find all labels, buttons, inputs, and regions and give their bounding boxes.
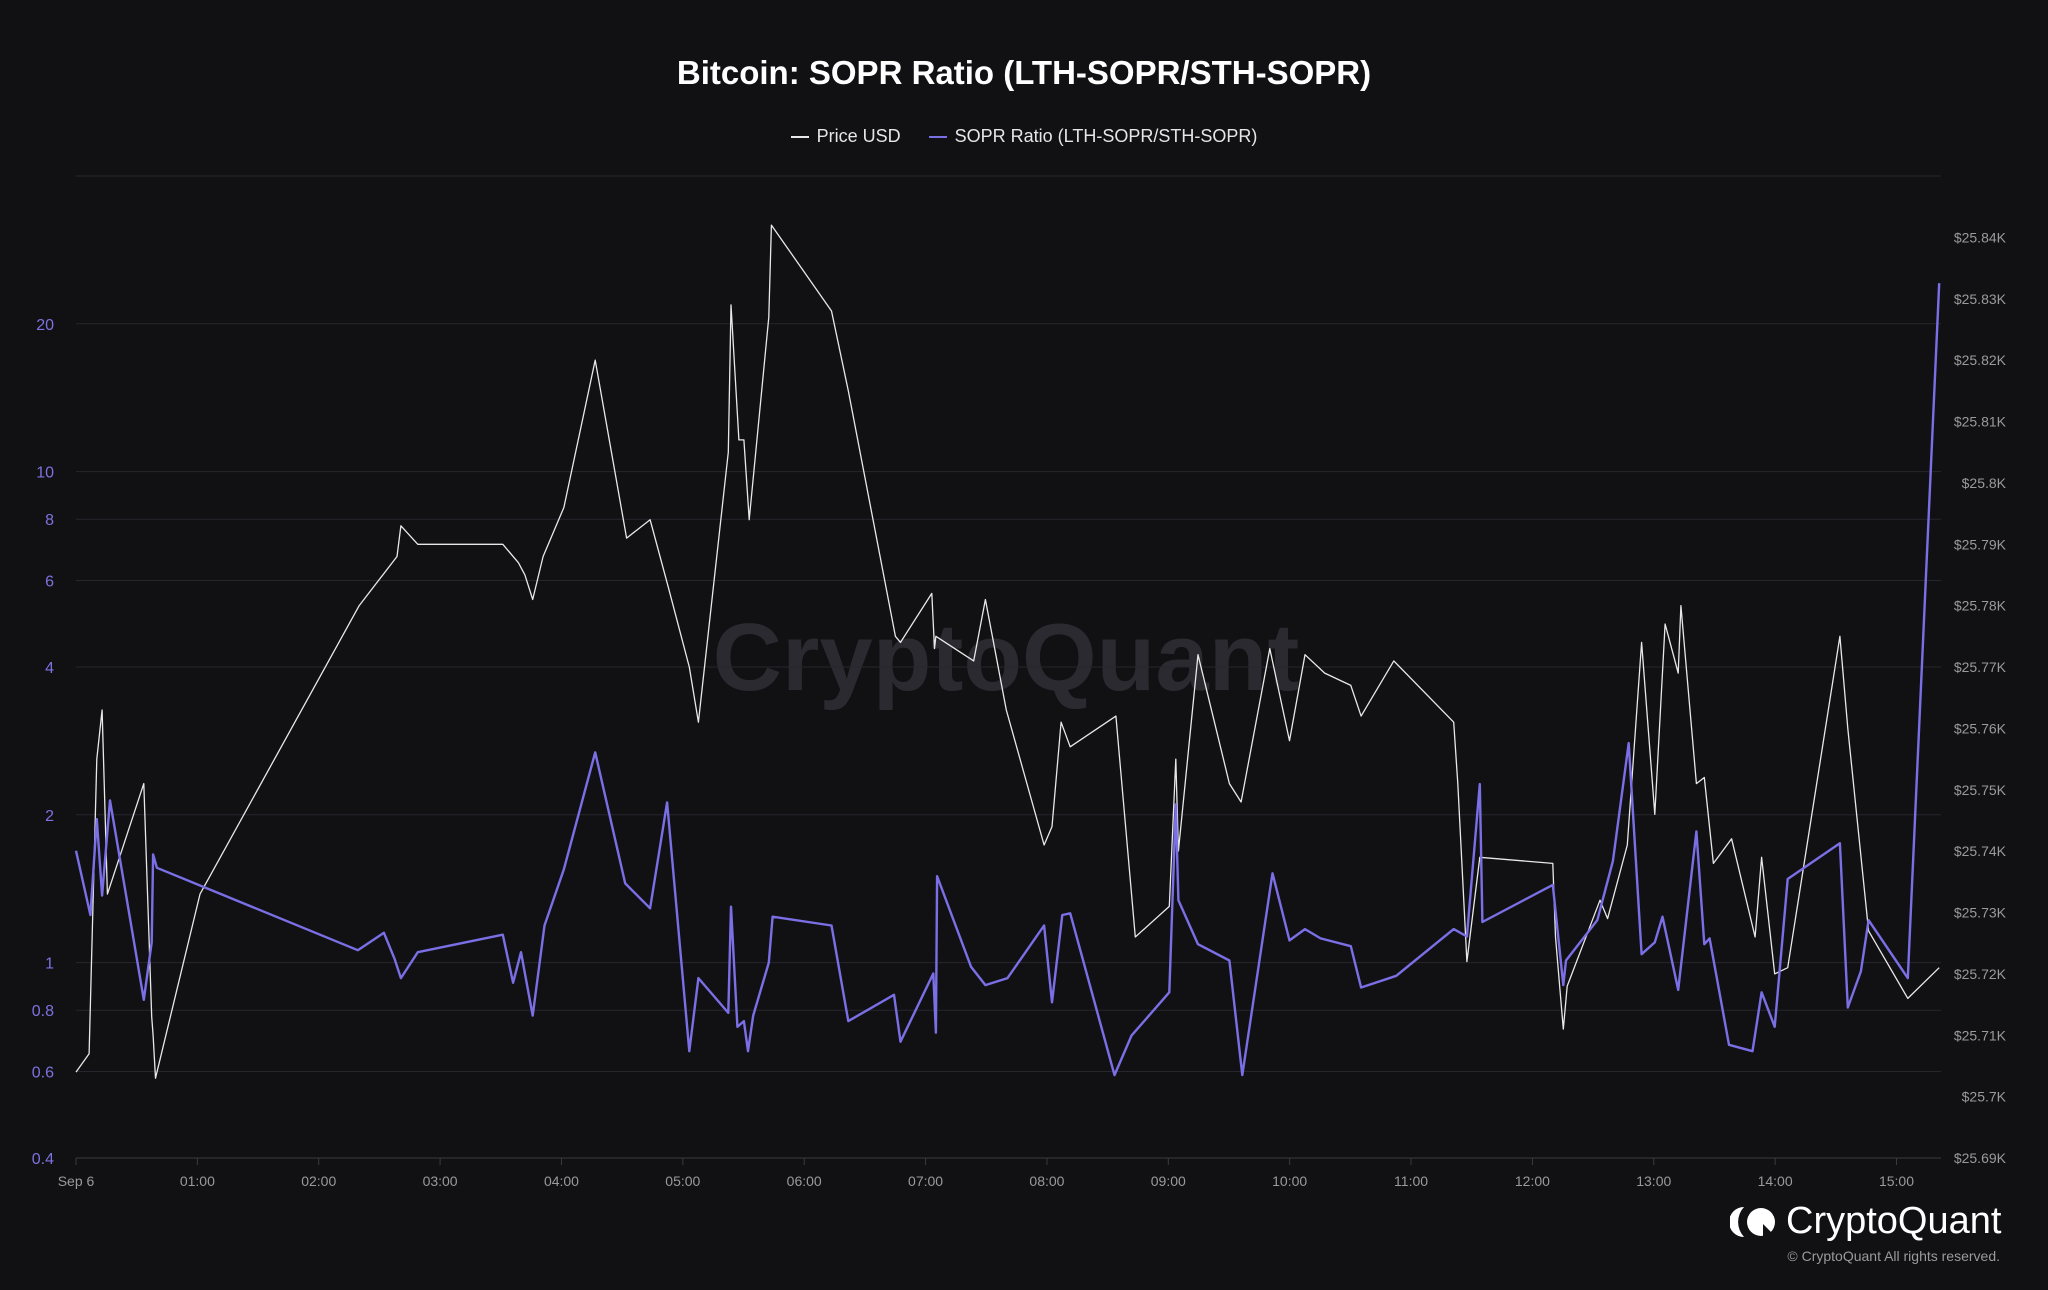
price-usd-line — [75, 224, 1940, 1079]
legend-swatch-price — [790, 135, 809, 138]
left-axis-tick-label: 0.8 — [32, 1003, 54, 1020]
right-axis-tick-label: $25.81K — [1954, 414, 2007, 430]
right-axis-tick-label: $25.82K — [1954, 352, 2007, 368]
left-axis-tick-label: 8 — [45, 512, 54, 529]
left-axis-tick-label: 2 — [45, 808, 54, 825]
x-axis-tick-label: 07:00 — [908, 1173, 943, 1189]
left-axis-tick-label: 4 — [45, 660, 54, 677]
chart-title: Bitcoin: SOPR Ratio (LTH-SOPR/STH-SOPR) — [676, 54, 1372, 91]
watermark: CryptoQuant — [713, 604, 1300, 711]
x-axis-tick-label: Sep 6 — [58, 1173, 95, 1189]
cryptoquant-logo-text: CryptoQuant — [1786, 1200, 2002, 1242]
copyright: © CryptoQuant All rights reserved. — [1787, 1248, 2000, 1264]
right-axis-tick-label: $25.74K — [1954, 843, 2007, 859]
right-axis-tick-label: $25.75K — [1954, 782, 2007, 798]
legend-swatch-sopr — [928, 135, 947, 138]
left-axis-tick-label: 0.6 — [32, 1065, 54, 1082]
x-axis-tick-label: 11:00 — [1394, 1173, 1428, 1189]
x-axis-tick-label: 12:00 — [1515, 1173, 1550, 1189]
x-axis-tick-label: 05:00 — [665, 1173, 700, 1189]
legend-item-sopr[interactable]: SOPR Ratio (LTH-SOPR/STH-SOPR) — [928, 126, 1258, 147]
x-axis-tick-label: 02:00 — [301, 1173, 336, 1189]
x-axis-tick-label: 15:00 — [1879, 1173, 1914, 1189]
right-axis-tick-label: $25.77K — [1954, 659, 2007, 675]
right-axis-tick-label: $25.72K — [1954, 966, 2007, 982]
right-axis-tick-label: $25.79K — [1954, 536, 2007, 552]
left-axis-tick-label: 0.4 — [32, 1151, 54, 1168]
left-axis-tick-label: 6 — [45, 574, 54, 591]
right-axis-tick-label: $25.69K — [1954, 1150, 2007, 1166]
right-axis-tick-label: $25.76K — [1954, 720, 2007, 736]
cryptoquant-logo-icon — [1730, 1206, 1776, 1237]
right-axis-tick-label: $25.84K — [1954, 229, 2007, 245]
legend-label-sopr: SOPR Ratio (LTH-SOPR/STH-SOPR) — [954, 126, 1258, 146]
legend: Price USD SOPR Ratio (LTH-SOPR/STH-SOPR) — [0, 126, 2048, 147]
x-axis-tick-label: 10:00 — [1272, 1173, 1307, 1189]
x-axis-tick-label: 06:00 — [787, 1173, 822, 1189]
cryptoquant-logo: CryptoQuant — [1730, 1200, 2001, 1243]
right-axis-tick-label: $25.73K — [1954, 905, 2007, 921]
x-axis-tick-label: 04:00 — [544, 1173, 579, 1189]
right-axis-tick-label: $25.83K — [1954, 291, 2007, 307]
right-axis-tick-label: $25.71K — [1954, 1027, 2007, 1043]
left-axis-tick-label: 20 — [36, 317, 54, 334]
left-axis-tick-label: 1 — [45, 956, 54, 973]
x-axis-tick-label: 13:00 — [1636, 1173, 1671, 1189]
left-axis-tick-label: 10 — [36, 465, 54, 482]
right-axis-tick-label: $25.7K — [1962, 1089, 2007, 1105]
right-axis-tick-label: $25.8K — [1962, 475, 2007, 491]
x-axis-tick-label: 14:00 — [1758, 1173, 1793, 1189]
sopr-ratio-line — [74, 283, 1941, 1077]
legend-item-price[interactable]: Price USD — [790, 126, 901, 147]
x-axis-tick-label: 08:00 — [1029, 1173, 1064, 1189]
x-axis-tick-label: 01:00 — [180, 1173, 215, 1189]
x-axis-tick-label: 09:00 — [1151, 1173, 1186, 1189]
legend-label-price: Price USD — [816, 126, 901, 146]
right-axis-tick-label: $25.78K — [1954, 598, 2007, 614]
x-axis-tick-label: 03:00 — [423, 1173, 458, 1189]
